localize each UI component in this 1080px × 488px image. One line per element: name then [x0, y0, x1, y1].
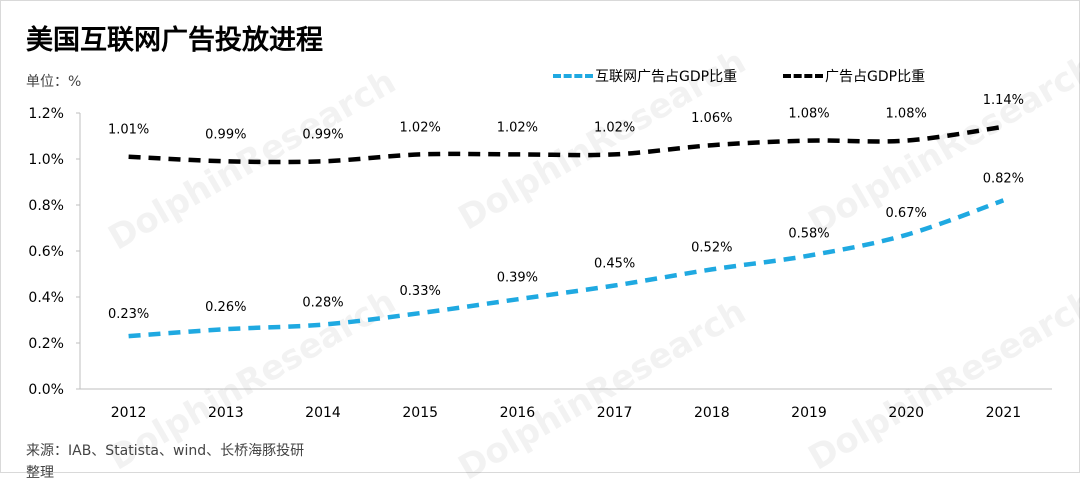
data-label-internet: 0.33%: [400, 284, 441, 299]
x-tick-label: 2012: [111, 405, 147, 421]
data-label-total: 1.02%: [400, 120, 441, 135]
data-label-total: 0.99%: [302, 127, 343, 142]
y-tick-label: 1.0%: [28, 152, 64, 168]
line-chart: 0.0% 0.2% 0.4% 0.6% 0.8% 1.0% 1.2% 2012 2013 2014…: [0, 0, 1080, 473]
data-label-internet: 0.39%: [497, 270, 538, 285]
x-tick-label: 2017: [597, 405, 633, 421]
x-tick-label: 2021: [986, 405, 1022, 421]
y-tick-label: 0.4%: [28, 290, 64, 306]
x-tick-label: 2016: [500, 405, 536, 421]
data-label-internet: 0.45%: [594, 257, 635, 272]
x-tick-label: 2018: [694, 405, 730, 421]
y-tick-label: 0.8%: [28, 198, 64, 214]
clipped-footer-text: 整理: [26, 462, 54, 482]
data-label-internet: 0.52%: [691, 240, 732, 255]
y-tick-label: 1.2%: [28, 106, 64, 122]
data-label-internet: 0.26%: [205, 300, 246, 315]
data-label-total: 1.14%: [983, 93, 1024, 108]
x-tick-label: 2014: [305, 405, 341, 421]
data-label-total: 1.06%: [691, 111, 732, 126]
data-label-total: 0.99%: [205, 127, 246, 142]
data-label-total: 1.08%: [788, 107, 829, 122]
y-tick-label: 0.2%: [28, 336, 64, 352]
y-tick-label: 0.0%: [28, 382, 64, 398]
data-label-total: 1.02%: [594, 120, 635, 135]
data-label-internet: 0.23%: [108, 307, 149, 322]
x-tick-label: 2013: [208, 405, 244, 421]
data-label-internet: 0.82%: [983, 171, 1024, 186]
y-tick-label: 0.6%: [28, 244, 64, 260]
source-note: 来源：IAB、Statista、wind、长桥海豚投研: [26, 440, 304, 460]
x-tick-label: 2020: [888, 405, 924, 421]
data-label-internet: 0.58%: [788, 227, 829, 242]
series-line-internet: [129, 200, 1004, 336]
data-label-total: 1.02%: [497, 120, 538, 135]
x-tick-label: 2015: [402, 405, 438, 421]
series-line-total: [129, 127, 1004, 162]
data-label-total: 1.01%: [108, 123, 149, 138]
data-label-internet: 0.28%: [302, 296, 343, 311]
x-tick-label: 2019: [791, 405, 827, 421]
data-label-internet: 0.67%: [886, 206, 927, 221]
data-label-total: 1.08%: [886, 107, 927, 122]
